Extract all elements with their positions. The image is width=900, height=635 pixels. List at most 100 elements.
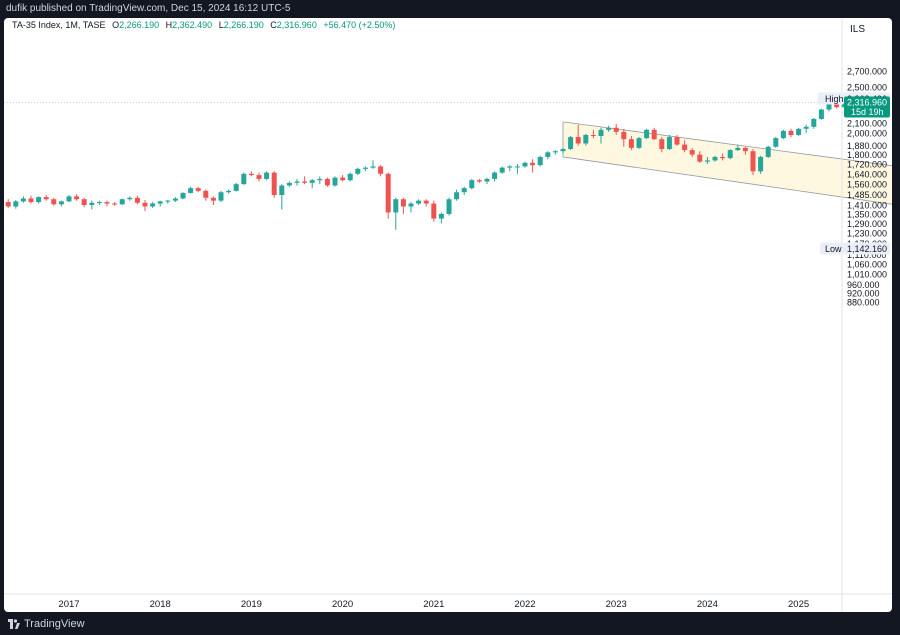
candle-body[interactable] bbox=[568, 137, 574, 149]
candle[interactable] bbox=[172, 197, 178, 203]
candle-body[interactable] bbox=[651, 129, 657, 140]
chart-frame[interactable]: 2,700.0002,500.0002,200.0002,100.0002,00… bbox=[4, 18, 892, 612]
candle[interactable] bbox=[119, 198, 125, 205]
candle[interactable] bbox=[454, 189, 460, 201]
candle-body[interactable] bbox=[271, 172, 277, 195]
candle[interactable] bbox=[400, 197, 406, 214]
candle-body[interactable] bbox=[750, 151, 756, 172]
candle-body[interactable] bbox=[188, 188, 194, 193]
candle-body[interactable] bbox=[682, 144, 688, 151]
candle-body[interactable] bbox=[104, 202, 110, 204]
candle[interactable] bbox=[773, 137, 779, 148]
candle-body[interactable] bbox=[788, 130, 794, 135]
candle[interactable] bbox=[233, 182, 239, 192]
candle-body[interactable] bbox=[628, 139, 634, 148]
candle[interactable] bbox=[96, 200, 102, 205]
candle[interactable] bbox=[13, 199, 19, 209]
candle[interactable] bbox=[735, 144, 741, 152]
candle[interactable] bbox=[142, 199, 148, 211]
candle-body[interactable] bbox=[324, 178, 330, 186]
candle-body[interactable] bbox=[811, 118, 817, 127]
candle[interactable] bbox=[58, 200, 64, 207]
candle[interactable] bbox=[636, 137, 642, 149]
candle-body[interactable] bbox=[492, 172, 498, 179]
candle[interactable] bbox=[165, 199, 171, 204]
candle[interactable] bbox=[218, 190, 224, 203]
candle-body[interactable] bbox=[96, 202, 102, 204]
candle[interactable] bbox=[568, 136, 574, 151]
candle-body[interactable] bbox=[461, 188, 467, 193]
candle[interactable] bbox=[598, 127, 604, 144]
candle[interactable] bbox=[682, 140, 688, 153]
candle[interactable] bbox=[788, 128, 794, 138]
candle-body[interactable] bbox=[378, 166, 384, 174]
candle[interactable] bbox=[423, 199, 429, 207]
candle-body[interactable] bbox=[644, 129, 650, 139]
candle[interactable] bbox=[241, 172, 247, 185]
candle-body[interactable] bbox=[408, 203, 414, 207]
candle[interactable] bbox=[606, 125, 612, 132]
candle-body[interactable] bbox=[13, 201, 19, 207]
candle-body[interactable] bbox=[134, 197, 140, 203]
candle-body[interactable] bbox=[180, 192, 186, 199]
candle-body[interactable] bbox=[674, 137, 680, 145]
candle[interactable] bbox=[226, 189, 232, 194]
candle-body[interactable] bbox=[294, 181, 300, 183]
candle[interactable] bbox=[180, 192, 186, 200]
candle-body[interactable] bbox=[302, 181, 308, 183]
candle-body[interactable] bbox=[248, 173, 254, 176]
candle-body[interactable] bbox=[454, 192, 460, 200]
candle-body[interactable] bbox=[590, 134, 596, 137]
candle-body[interactable] bbox=[36, 197, 42, 203]
candle[interactable] bbox=[484, 177, 490, 185]
candle[interactable] bbox=[203, 189, 209, 201]
candle[interactable] bbox=[355, 167, 361, 176]
candle-body[interactable] bbox=[689, 150, 695, 155]
candle[interactable] bbox=[416, 199, 422, 205]
candle[interactable] bbox=[81, 197, 87, 208]
candle-body[interactable] bbox=[780, 130, 786, 139]
candle-body[interactable] bbox=[81, 199, 87, 205]
candle-body[interactable] bbox=[355, 168, 361, 174]
candle[interactable] bbox=[720, 153, 726, 161]
candle-body[interactable] bbox=[218, 192, 224, 201]
candle-body[interactable] bbox=[226, 190, 232, 193]
candle[interactable] bbox=[644, 128, 650, 140]
candle[interactable] bbox=[575, 124, 581, 146]
candle-body[interactable] bbox=[742, 147, 748, 152]
candle-body[interactable] bbox=[393, 199, 399, 213]
candle[interactable] bbox=[583, 133, 589, 146]
candle-body[interactable] bbox=[826, 104, 832, 110]
candle-body[interactable] bbox=[385, 173, 391, 213]
candle-body[interactable] bbox=[552, 151, 558, 153]
candle-body[interactable] bbox=[537, 156, 543, 166]
candle-body[interactable] bbox=[309, 180, 315, 183]
candle[interactable] bbox=[818, 108, 824, 120]
candle-body[interactable] bbox=[446, 199, 452, 214]
candle-body[interactable] bbox=[112, 203, 118, 205]
candle[interactable] bbox=[803, 124, 809, 133]
candle[interactable] bbox=[393, 197, 399, 230]
candle[interactable] bbox=[545, 151, 551, 160]
candle[interactable] bbox=[134, 195, 140, 205]
candle-body[interactable] bbox=[142, 202, 148, 207]
candle-body[interactable] bbox=[5, 202, 11, 207]
candle-body[interactable] bbox=[438, 213, 444, 219]
candle-body[interactable] bbox=[727, 150, 733, 159]
candle[interactable] bbox=[712, 155, 718, 162]
candle-body[interactable] bbox=[818, 109, 824, 119]
candle-body[interactable] bbox=[195, 188, 201, 191]
candle-body[interactable] bbox=[256, 175, 262, 179]
candle[interactable] bbox=[210, 196, 216, 205]
parallel-channel[interactable] bbox=[562, 121, 892, 205]
candle-body[interactable] bbox=[666, 137, 672, 149]
candle-body[interactable] bbox=[172, 198, 178, 201]
candle-body[interactable] bbox=[507, 166, 513, 168]
candle-body[interactable] bbox=[560, 148, 566, 152]
candle-body[interactable] bbox=[514, 166, 520, 168]
candle[interactable] bbox=[742, 146, 748, 155]
candle[interactable] bbox=[370, 160, 376, 169]
candle-body[interactable] bbox=[545, 152, 551, 157]
candle-body[interactable] bbox=[636, 138, 642, 148]
candle[interactable] bbox=[750, 148, 756, 176]
